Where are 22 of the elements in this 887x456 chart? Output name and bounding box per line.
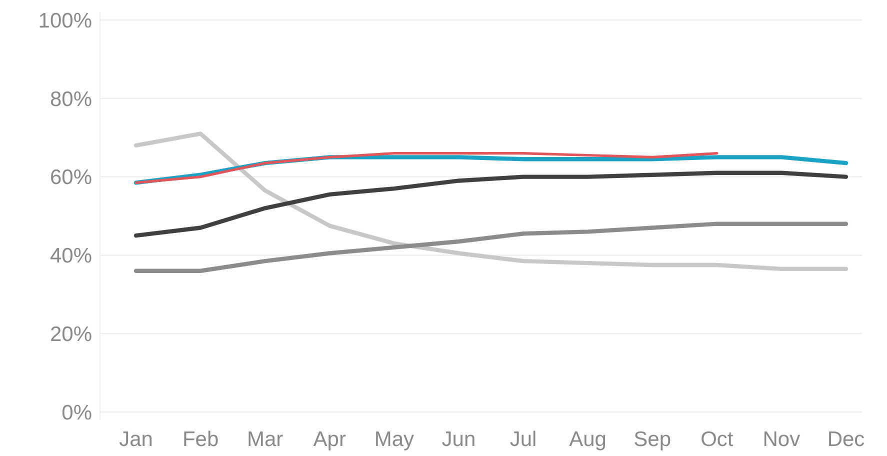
- x-tick-label: Sep: [634, 428, 672, 451]
- x-tick-label: Mar: [247, 428, 284, 451]
- line-series: [134, 152, 718, 184]
- x-tick-label: Apr: [313, 428, 346, 451]
- x-tick-label: Jul: [510, 428, 537, 451]
- y-tick-label: 80%: [50, 88, 92, 111]
- x-tick-label: Jan: [119, 428, 153, 451]
- x-tick-label: Nov: [762, 428, 801, 451]
- y-tick-label: 20%: [50, 322, 92, 346]
- line-series: [134, 170, 848, 238]
- line-series: [134, 222, 848, 273]
- x-tick-label: May: [374, 428, 415, 451]
- x-tick-label: Feb: [182, 428, 219, 451]
- y-tick-label: 0%: [62, 401, 92, 424]
- y-tick-label: 40%: [50, 244, 92, 268]
- y-tick-label: 60%: [50, 166, 92, 190]
- line-series: [134, 132, 848, 272]
- x-tick-label: Oct: [700, 428, 734, 451]
- y-tick-label: 100%: [38, 9, 92, 32]
- x-tick-label: Aug: [569, 428, 607, 451]
- x-tick-label: Dec: [827, 428, 865, 451]
- x-tick-label: Jun: [442, 428, 476, 451]
